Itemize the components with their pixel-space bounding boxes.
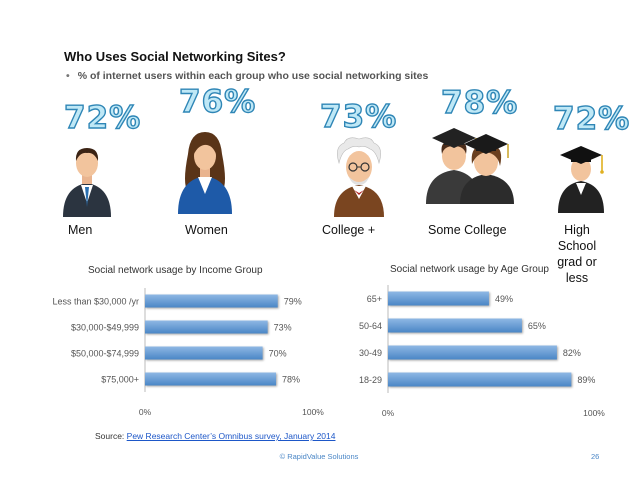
income-data-label: 79%	[284, 297, 302, 307]
age-bar	[388, 318, 522, 333]
source-note: Source: Pew Research Center’s Omnibus su…	[95, 431, 335, 441]
income-chart-title: Social network usage by Income Group	[88, 265, 263, 276]
income-bar-chart: Less than $30,000 /yr 79% $30,000-$49,999 7…	[52, 288, 324, 417]
age-bar	[388, 345, 557, 360]
age-category-label: 50-64	[359, 321, 382, 331]
income-bar	[145, 346, 263, 360]
age-bar	[388, 372, 572, 387]
income-bar	[145, 294, 278, 308]
group-percent-women: 76%	[178, 83, 257, 120]
graduates-icon	[426, 128, 514, 204]
age-data-label: 65%	[528, 321, 546, 331]
income-category-label: $30,000-$49,999	[71, 323, 139, 333]
age-data-label: 89%	[577, 375, 595, 385]
subtitle-bullet: •	[66, 70, 70, 82]
group-label-high-school: High School grad or less	[557, 223, 597, 285]
group-label-college: College +	[322, 223, 376, 237]
source-link[interactable]: Pew Research Center’s Omnibus survey, Ja…	[126, 431, 336, 441]
age-chart-title: Social network usage by Age Group	[390, 264, 549, 275]
age-bar-chart: 65+ 49% 50-64 65% 30-49 82% 18-29 89% 0% 100%	[359, 285, 605, 418]
group-percent-some-college: 78%	[440, 84, 519, 121]
footer-copyright: © RapidValue Solutions	[279, 452, 359, 461]
slide-title: Who Uses Social Networking Sites?	[64, 49, 286, 64]
group-percent-high-school: 72%	[552, 100, 631, 137]
income-bar	[145, 320, 268, 334]
income-tick-label: 0%	[139, 407, 152, 417]
age-tick-label: 0%	[382, 408, 395, 418]
age-data-label: 82%	[563, 348, 581, 358]
page-number: 26	[591, 452, 600, 461]
income-bar	[145, 372, 277, 386]
group-label-some-college: Some College	[428, 223, 507, 237]
income-data-label: 78%	[282, 375, 300, 385]
age-category-label: 18-29	[359, 375, 382, 385]
income-category-label: $50,000-$74,999	[71, 349, 139, 359]
age-tick-label: 100%	[583, 408, 605, 418]
professor-icon	[334, 137, 384, 217]
subtitle-text: % of internet users within each group wh…	[77, 70, 429, 82]
group-percent-college: 73%	[319, 98, 398, 135]
source-prefix: Source:	[95, 431, 127, 441]
age-category-label: 65+	[367, 294, 382, 304]
age-data-label: 49%	[495, 294, 513, 304]
group-percent-men: 72%	[63, 99, 142, 136]
age-bar	[388, 291, 489, 306]
group-label-women: Women	[185, 223, 228, 237]
businessman-icon	[63, 148, 111, 217]
income-tick-label: 100%	[302, 407, 324, 417]
income-data-label: 70%	[269, 349, 287, 359]
businesswoman-icon	[178, 132, 232, 214]
group-label-men: Men	[68, 223, 93, 237]
slide-subtitle: • % of internet users within each group w…	[66, 70, 428, 82]
income-category-label: $75,000+	[101, 375, 139, 385]
graduate-icon	[558, 146, 604, 213]
age-category-label: 30-49	[359, 348, 382, 358]
income-category-label: Less than $30,000 /yr	[52, 297, 139, 307]
income-data-label: 73%	[274, 323, 292, 333]
